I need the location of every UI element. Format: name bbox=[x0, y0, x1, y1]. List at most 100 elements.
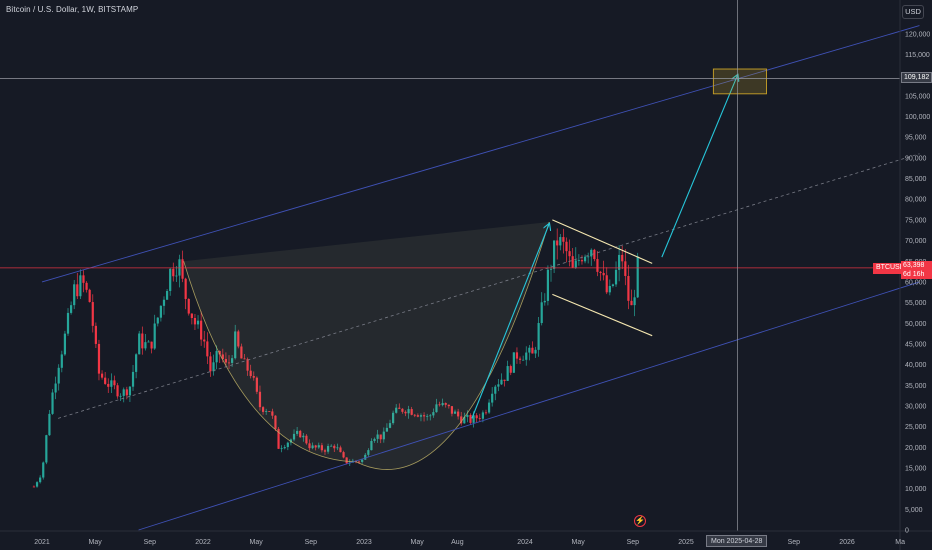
candle-body bbox=[574, 260, 577, 268]
candle-body bbox=[209, 356, 212, 372]
y-tick-label: 120,000 bbox=[905, 31, 930, 38]
x-tick-label: May bbox=[572, 539, 586, 546]
candle-body bbox=[122, 389, 125, 396]
candle-body bbox=[35, 482, 39, 487]
candle-body bbox=[169, 268, 172, 291]
candle-body bbox=[590, 249, 593, 257]
candle-body bbox=[413, 414, 416, 416]
x-tick-label: Sep bbox=[305, 539, 318, 546]
candle-body bbox=[587, 256, 590, 258]
candle-body bbox=[580, 260, 584, 262]
y-tick-label: 25,000 bbox=[905, 424, 927, 431]
candle-body bbox=[308, 443, 311, 449]
candle-body bbox=[138, 333, 141, 355]
x-tick-label: 2025 bbox=[678, 539, 694, 546]
y-tick-label: 35,000 bbox=[905, 383, 927, 390]
candle-body bbox=[305, 435, 308, 444]
x-tick-label: Sep bbox=[788, 539, 801, 546]
candle-body bbox=[376, 434, 379, 439]
candle-body bbox=[326, 445, 330, 452]
candle-body bbox=[82, 275, 85, 283]
candle-body bbox=[388, 423, 392, 428]
candle-body bbox=[286, 442, 289, 448]
candle-body bbox=[206, 341, 209, 357]
candle-body bbox=[593, 249, 596, 260]
candle-body bbox=[364, 454, 367, 460]
candle-body bbox=[543, 300, 546, 303]
candle-body bbox=[398, 407, 401, 409]
y-tick-label: 115,000 bbox=[905, 52, 930, 59]
candle-body bbox=[48, 413, 51, 436]
candle-body bbox=[525, 352, 528, 360]
candle-body bbox=[274, 415, 277, 429]
currency-button[interactable]: USD bbox=[902, 5, 924, 19]
lightning-icon[interactable]: ⚡ bbox=[634, 515, 646, 527]
x-tick-label: May bbox=[89, 539, 103, 546]
current-price-tag: 63,398 6d 16h bbox=[901, 261, 932, 279]
candle-body bbox=[633, 297, 636, 306]
candle-body bbox=[32, 486, 36, 488]
candle-body bbox=[392, 412, 395, 424]
candle-body bbox=[373, 438, 376, 441]
candle-body bbox=[252, 376, 255, 378]
flag-upper-line bbox=[552, 219, 653, 264]
candle-body bbox=[602, 272, 605, 276]
candle-body bbox=[367, 450, 370, 455]
y-tick-label: 5,000 bbox=[905, 507, 923, 514]
candle-body bbox=[330, 445, 333, 447]
symbol-title[interactable]: Bitcoin / U.S. Dollar, 1W, BITSTAMP bbox=[6, 5, 139, 14]
candle-body bbox=[175, 275, 178, 277]
candle-body bbox=[336, 447, 339, 449]
candle-body bbox=[45, 435, 48, 463]
candle-body bbox=[66, 312, 70, 334]
y-tick-label: 70,000 bbox=[905, 238, 927, 245]
candle-body bbox=[401, 408, 404, 412]
candle-body bbox=[345, 457, 348, 464]
candle-body bbox=[57, 367, 60, 384]
candle-body bbox=[605, 275, 608, 293]
candle-body bbox=[296, 430, 299, 434]
candle-body bbox=[42, 462, 45, 478]
x-tick-label: 2026 bbox=[839, 539, 855, 546]
breakout-arrow bbox=[471, 224, 549, 419]
candle-body bbox=[187, 298, 190, 314]
candlestick-series bbox=[32, 228, 639, 488]
candle-body bbox=[416, 415, 419, 417]
candle-body bbox=[379, 434, 382, 440]
candle-body bbox=[249, 370, 252, 377]
candle-body bbox=[258, 391, 262, 408]
candle-body bbox=[497, 384, 500, 387]
candle-body bbox=[63, 333, 67, 355]
candle-body bbox=[73, 284, 76, 306]
candle-body bbox=[243, 358, 246, 360]
channel-lower-line bbox=[138, 281, 920, 531]
candle-body bbox=[395, 407, 398, 413]
candle-body bbox=[125, 389, 128, 396]
candle-body bbox=[85, 282, 88, 290]
candle-body bbox=[200, 320, 203, 340]
candle-body bbox=[224, 359, 228, 363]
candle-body bbox=[215, 351, 218, 363]
candle-body bbox=[147, 341, 150, 343]
candle-body bbox=[608, 285, 611, 293]
candle-body bbox=[190, 313, 193, 318]
candle-body bbox=[156, 317, 159, 324]
candle-body bbox=[196, 320, 200, 325]
candle-body bbox=[621, 254, 624, 262]
candle-body bbox=[460, 416, 463, 424]
flag-lower-line bbox=[552, 293, 653, 337]
candle-body bbox=[509, 366, 512, 373]
candle-body bbox=[60, 354, 63, 368]
candle-body bbox=[500, 379, 503, 385]
candle-body bbox=[466, 414, 469, 418]
candle-body bbox=[518, 358, 522, 360]
candle-body bbox=[481, 412, 484, 419]
candle-body bbox=[537, 323, 540, 350]
y-tick-label: 95,000 bbox=[905, 135, 927, 142]
candle-body bbox=[534, 349, 537, 354]
candle-body bbox=[323, 450, 327, 452]
candle-body bbox=[370, 440, 373, 451]
y-tick-label: 75,000 bbox=[905, 217, 927, 224]
